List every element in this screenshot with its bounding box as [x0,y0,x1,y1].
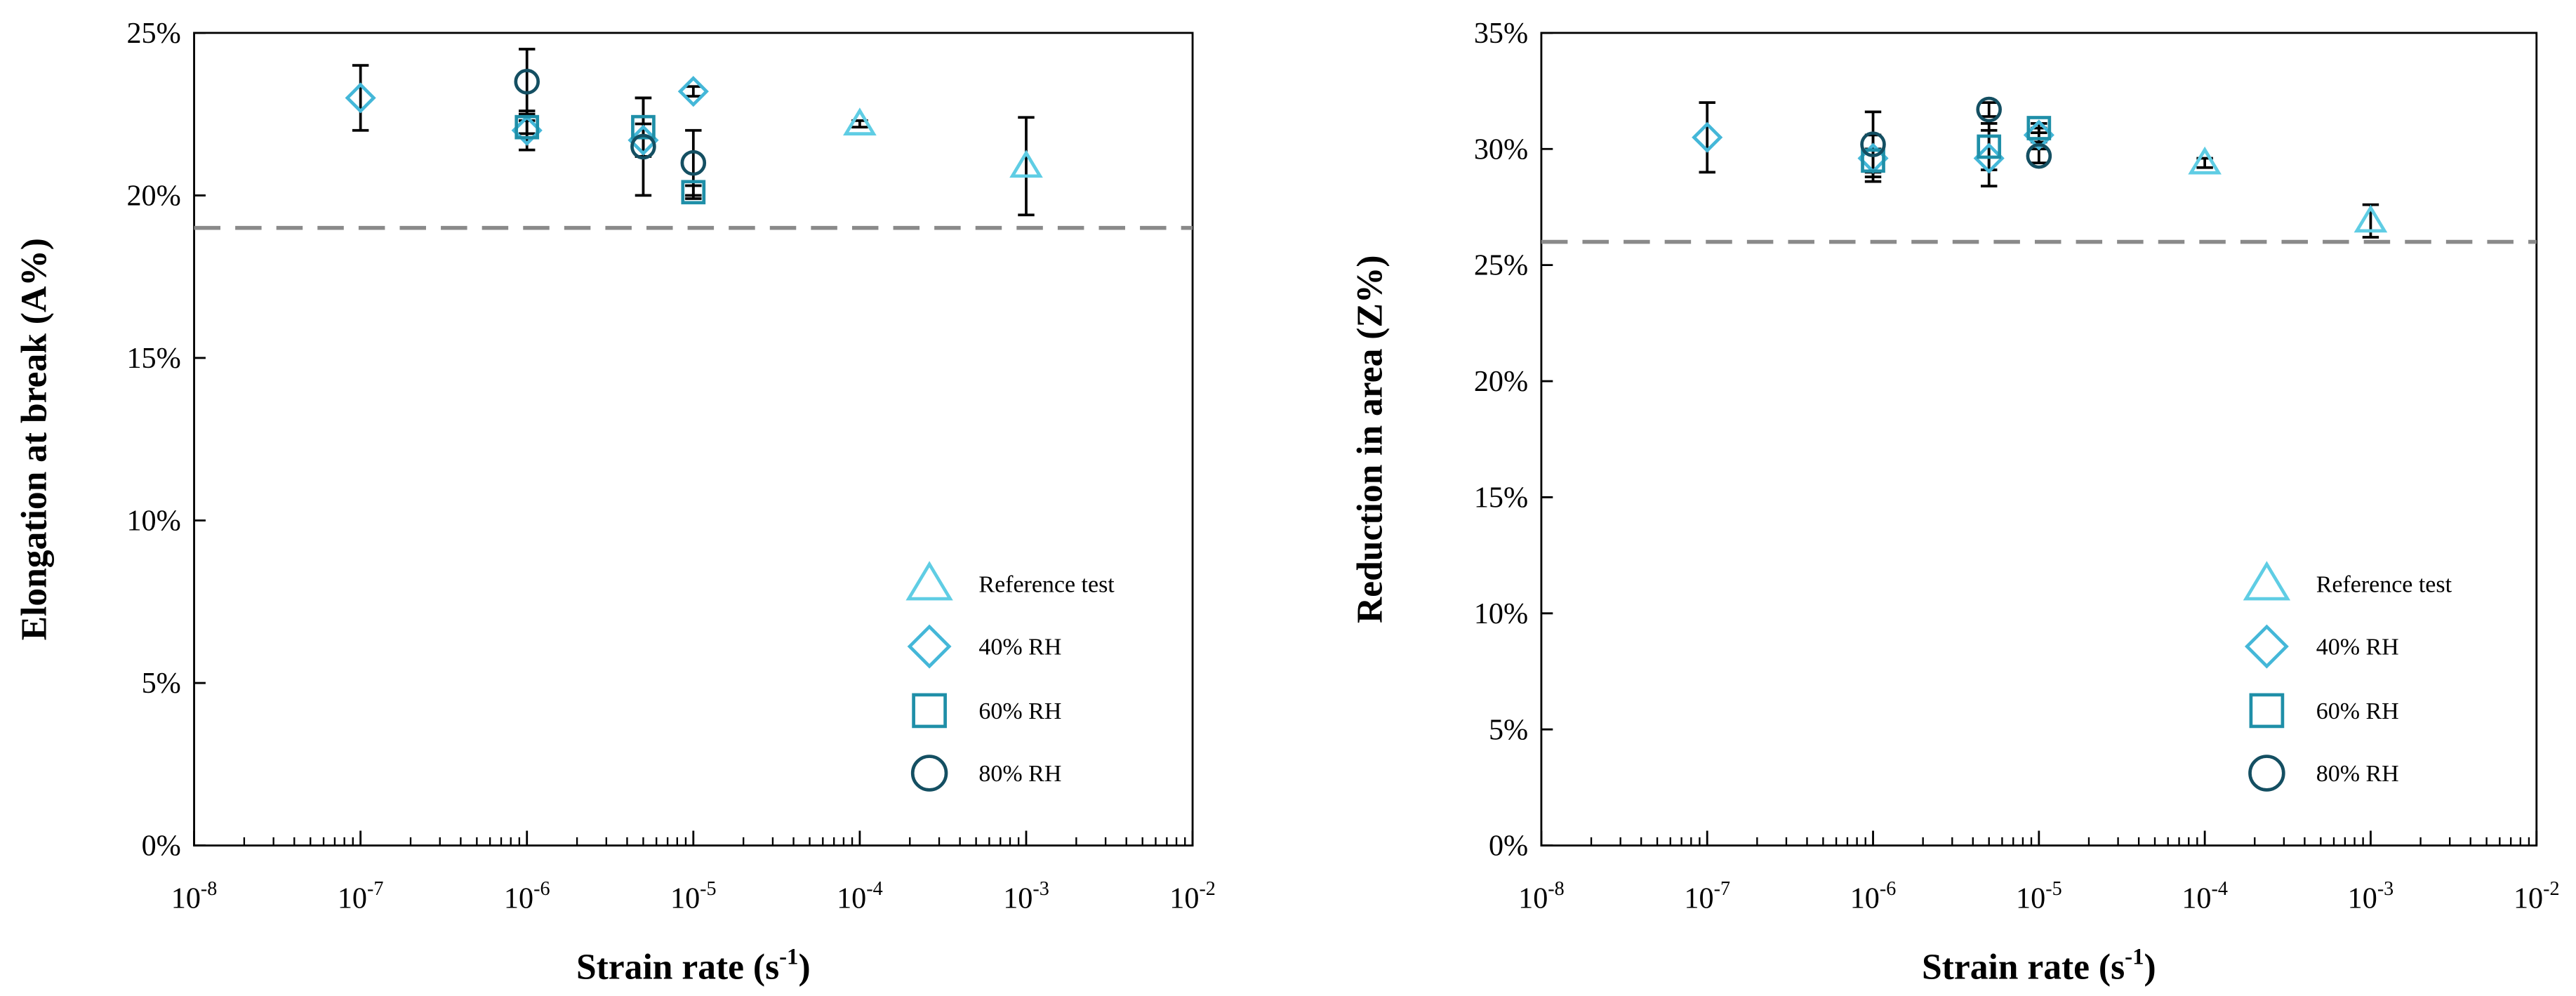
legend-label: 80% RH [2316,761,2399,787]
data-point-80-rh [680,150,707,176]
data-point-40-rh [1692,121,1723,153]
legend-marker-circle [2248,755,2285,792]
legend-marker-triangle [905,561,953,601]
y-tick-label: 0% [1489,830,1528,863]
data-point-80-rh [2026,142,2052,169]
legend-label: 40% RH [2316,635,2399,660]
x-tick-label: 10-4 [837,878,883,915]
y-tick-label: 30% [1474,133,1528,166]
data-point-reference-test [2188,146,2222,175]
y-tick-label: 10% [126,505,180,538]
data-point-reference-test [1009,150,1043,178]
x-tick-label: 10-2 [1169,878,1216,915]
elongation-chart: 10-8 10-7 10-6 10-5 10-4 10-3 10-2 0% 5% 10% 15% 20… [15,17,1216,987]
x-tick-label: 10-4 [2182,878,2228,915]
chart-plot-group: 10-8 10-7 10-6 10-5 10-4 10-3 10-2 0% 5% 10% 15% 20… [15,17,1216,987]
y-axis-title: Elongation at break (A%) [15,238,55,640]
x-axis-title: Strain rate (s-1) [576,944,811,987]
data-point-60-rh [1861,148,1885,173]
data-point-40-rh [1973,142,2005,174]
legend-marker-diamond [2244,624,2289,669]
data-point-40-rh [2023,119,2054,151]
x-tick-label: 10-5 [670,878,717,915]
y-axis-title: Reduction in area (Z%) [1350,255,1390,623]
data-point-80-rh [514,69,540,95]
y-tick-label: 20% [126,179,180,212]
legend-marker-square [912,693,947,729]
data-point-40-rh [628,124,659,156]
legend-label: Reference test [2316,572,2452,598]
data-point-40-rh [677,76,709,107]
legend-label: 40% RH [978,635,1061,660]
data-point-80-rh [1976,96,2002,123]
data-point-80-rh [1860,131,1886,157]
legend-marker-diamond [907,624,952,669]
data-point-80-rh [630,133,656,160]
x-tick-label: 10-6 [504,878,550,915]
reduction-in-area-chart: 10-8 10-7 10-6 10-5 10-4 10-3 10-2 0% 5% 10% 15% 20… [1350,17,2560,987]
legend-label: 60% RH [2316,698,2399,724]
data-point-40-rh [345,82,376,114]
data-point-60-rh [1977,134,2002,159]
y-tick-label: 25% [1474,249,1528,282]
x-tick-label: 10-5 [2016,878,2062,915]
data-point-60-rh [514,114,540,140]
x-tick-label: 10-3 [2348,878,2394,915]
data-point-60-rh [631,114,656,140]
x-tick-label: 10-6 [1850,878,1897,915]
legend-marker-circle [910,755,948,792]
y-tick-label: 0% [142,830,181,863]
y-tick-label: 35% [1474,17,1528,50]
x-tick-label: 10-7 [1684,878,1730,915]
x-tick-label: 10-8 [171,878,218,915]
y-tick-label: 10% [1474,597,1528,630]
y-tick-label: 15% [126,342,180,375]
x-tick-label: 10-3 [1003,878,1049,915]
legend-marker-square [2249,693,2285,729]
y-tick-label: 15% [1474,481,1528,514]
y-tick-label: 25% [126,17,180,50]
y-tick-label: 5% [142,667,181,700]
legend-label: 80% RH [978,761,1061,787]
y-tick-label: 5% [1489,713,1528,746]
legend-label: Reference test [978,572,1115,598]
x-tick-label: 10-2 [2514,878,2560,915]
x-axis-title: Strain rate (s-1) [1922,944,2156,987]
chart-plot-group: 10-8 10-7 10-6 10-5 10-4 10-3 10-2 0% 5% 10% 15% 20… [1350,17,2560,987]
data-point-60-rh [681,180,706,205]
data-point-reference-test [2353,204,2388,233]
data-point-60-rh [2026,116,2052,140]
legend-label: 60% RH [978,698,1061,724]
data-point-40-rh [511,114,543,146]
x-tick-label: 10-7 [338,878,384,915]
x-tick-label: 10-8 [1518,878,1565,915]
y-tick-label: 20% [1474,365,1528,398]
data-point-reference-test [843,107,877,135]
legend-marker-triangle [2243,561,2291,601]
